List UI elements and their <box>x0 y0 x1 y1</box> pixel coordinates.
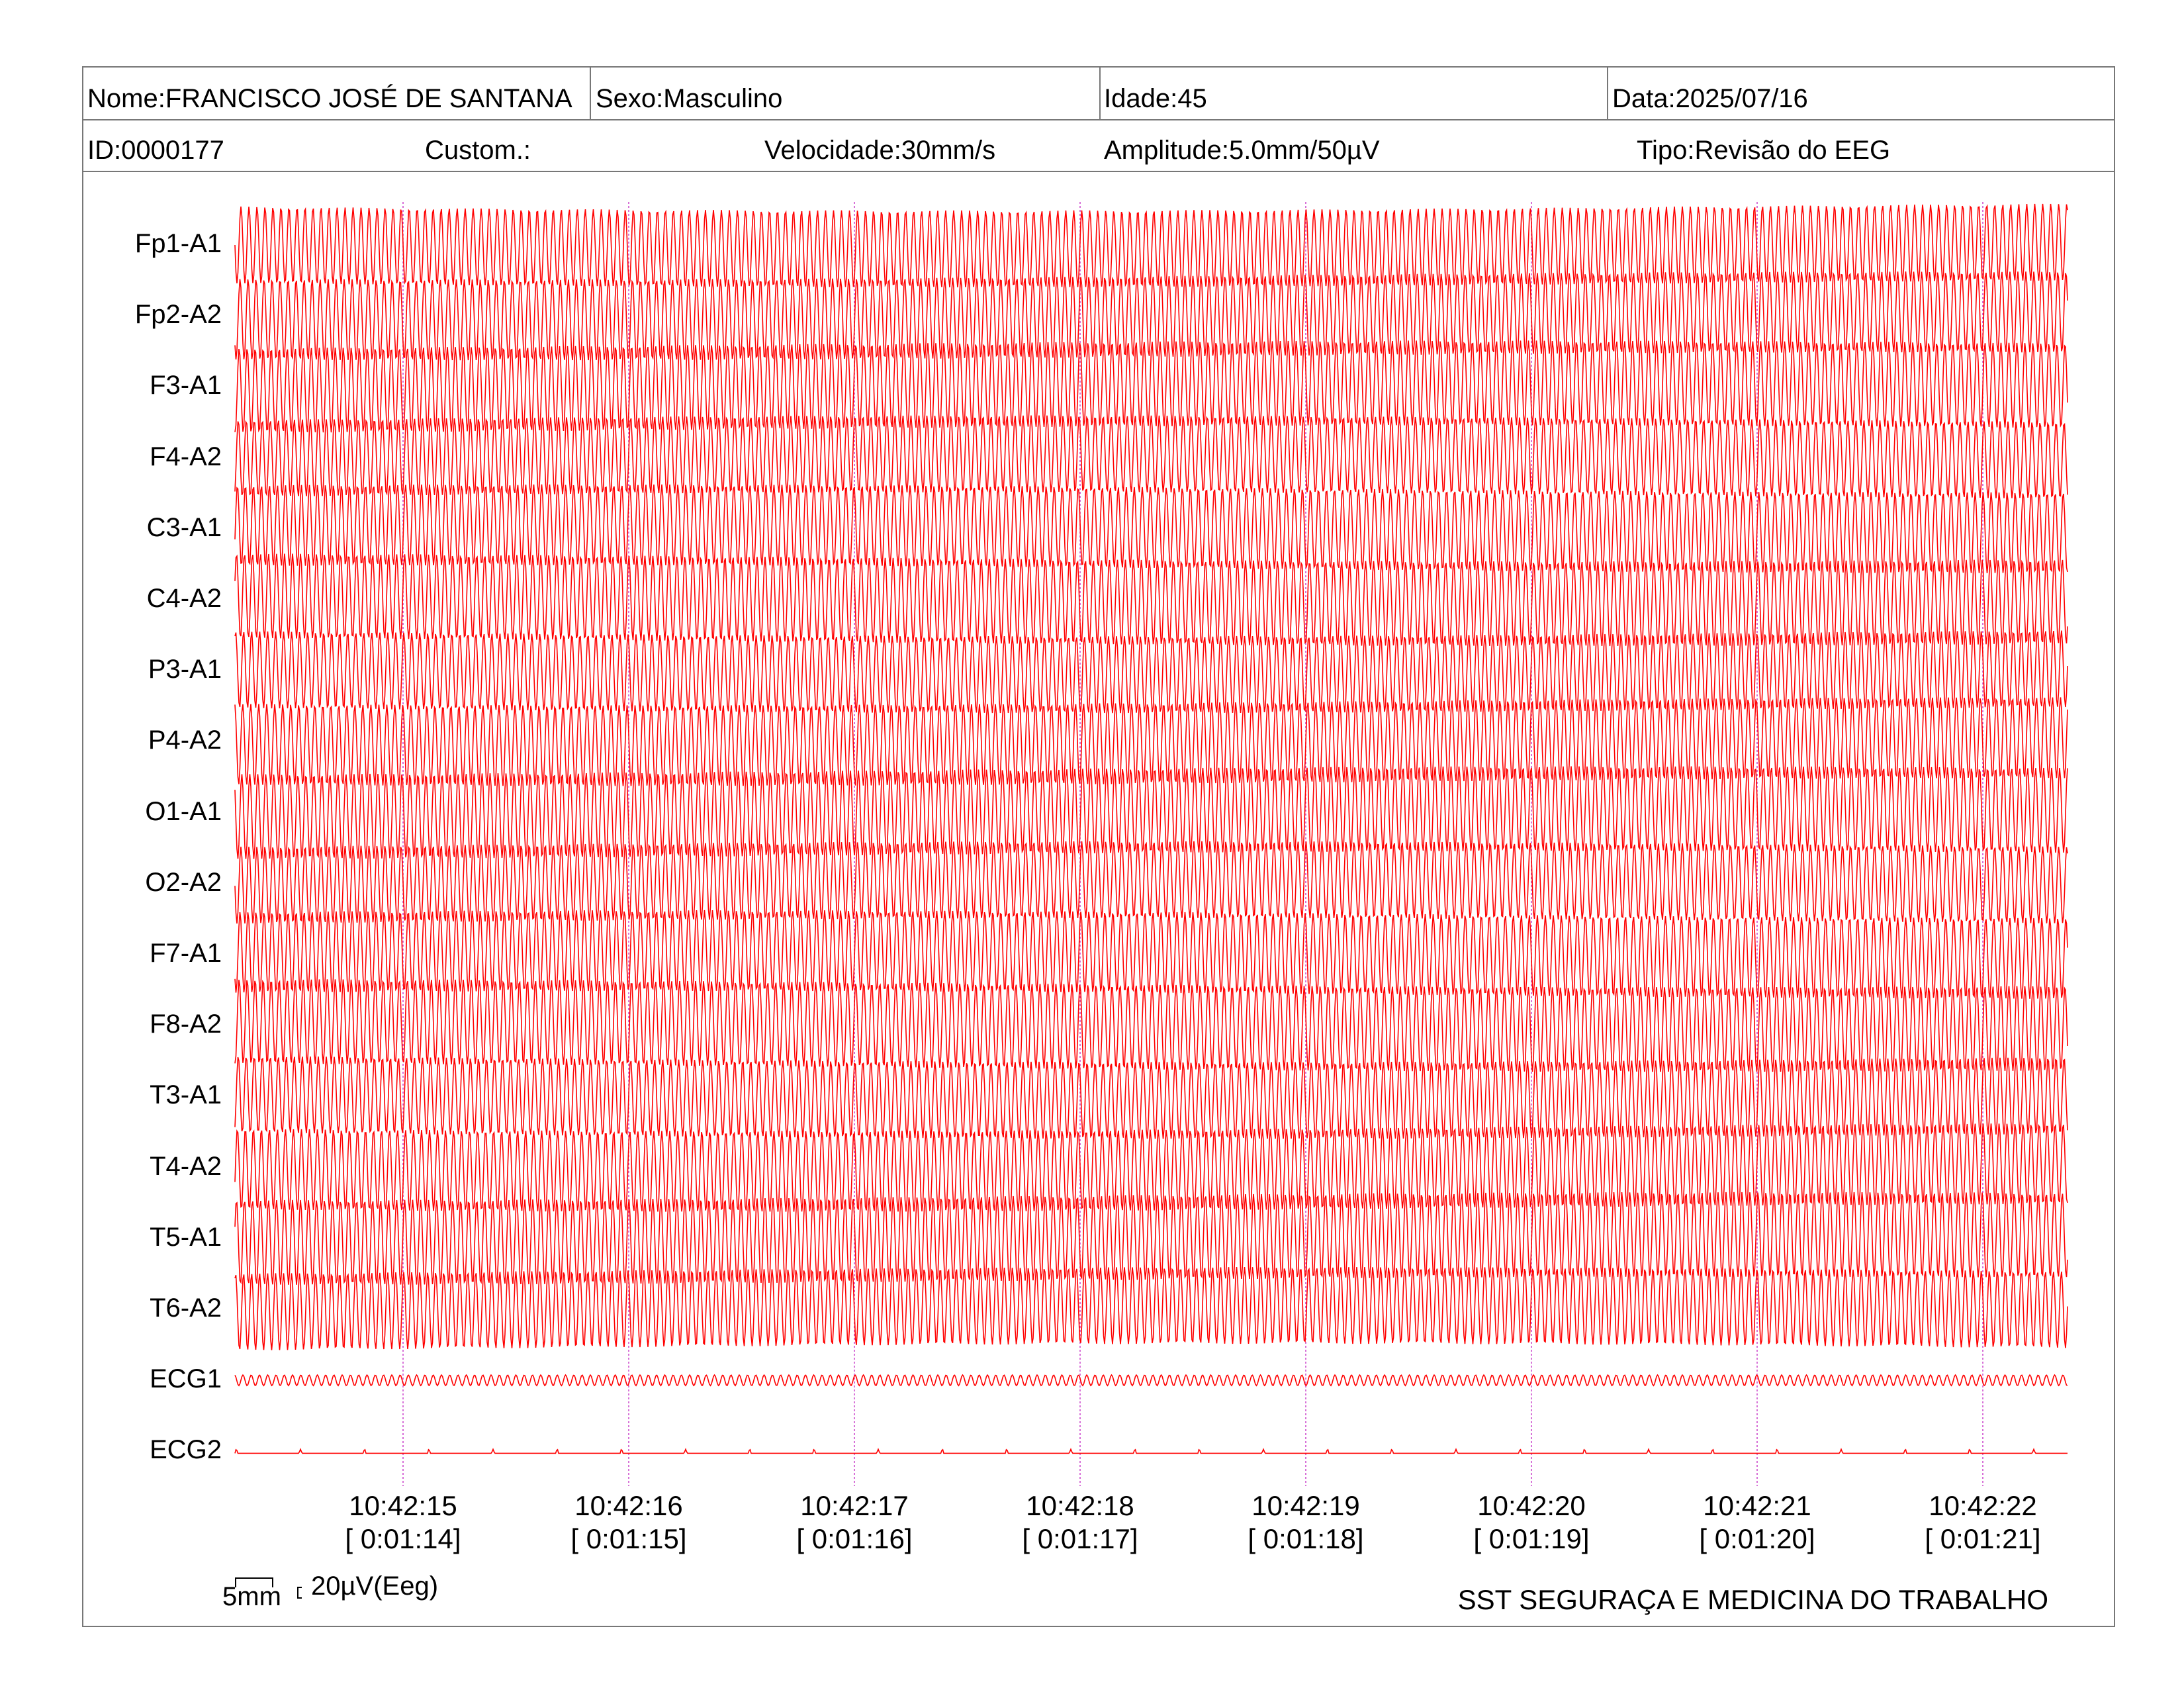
header-divider <box>82 171 2115 172</box>
channel-label: C4-A2 <box>146 584 222 613</box>
trace-ecg2 <box>234 1448 2068 1454</box>
channel-label: F7-A1 <box>150 939 222 968</box>
channel-label: ECG1 <box>150 1364 222 1394</box>
trace-o1-a1 <box>234 766 2068 859</box>
channel-label: Fp1-A1 <box>134 229 222 258</box>
trace-p3-a1 <box>234 630 2068 714</box>
speed-setting: Velocidade:30mm/s <box>764 136 996 165</box>
header-cell-divider <box>590 66 591 119</box>
elapsed-tick-label: [ 0:01:17] <box>1022 1523 1138 1554</box>
channel-label: C3-A1 <box>146 512 222 542</box>
elapsed-tick-label: [ 0:01:15] <box>570 1523 687 1554</box>
amplitude-setting: Amplitude:5.0mm/50µV <box>1104 136 1380 165</box>
patient-sex: Sexo:Masculino <box>596 84 783 113</box>
channel-label: O1-A1 <box>145 796 222 826</box>
trace-t3-a1 <box>234 1056 2068 1139</box>
channel-label: ECG2 <box>150 1435 222 1465</box>
time-tick: 10:42:15[ 0:01:14] <box>317 1489 489 1556</box>
channel-label: T4-A2 <box>150 1151 222 1181</box>
footer-company: SST SEGURAÇA E MEDICINA DO TRABALHO <box>1457 1584 2048 1615</box>
time-tick: 10:42:16[ 0:01:15] <box>543 1489 715 1556</box>
time-tick: 10:42:22[ 0:01:21] <box>1897 1489 2069 1556</box>
custom-field: Custom.: <box>425 136 531 165</box>
trace-f3-a1 <box>234 340 2068 433</box>
time-tick-label: 10:42:17 <box>800 1490 909 1521</box>
trace-c4-a2 <box>234 553 2068 647</box>
report-frame <box>82 66 2115 1627</box>
scale-time: 5mm <box>222 1582 281 1611</box>
patient-id: ID:0000177 <box>87 136 224 165</box>
trace-f7-a1 <box>234 910 2068 999</box>
channel-label: O2-A2 <box>145 867 222 897</box>
record-date: Data:2025/07/16 <box>1612 84 1808 113</box>
channel-label: P4-A2 <box>148 726 222 755</box>
channel-label: P3-A1 <box>148 655 222 684</box>
time-tick-label: 10:42:15 <box>349 1490 457 1521</box>
trace-t5-a1 <box>234 1192 2068 1285</box>
time-tick: 10:42:19[ 0:01:18] <box>1220 1489 1392 1556</box>
trace-f8-a2 <box>234 979 2068 1072</box>
elapsed-tick-label: [ 0:01:21] <box>1925 1523 2041 1554</box>
header-cell-divider <box>1099 66 1101 119</box>
time-tick: 10:42:20[ 0:01:19] <box>1445 1489 1617 1556</box>
channel-label: T6-A2 <box>150 1293 222 1323</box>
time-tick-label: 10:42:16 <box>574 1490 683 1521</box>
channel-label: T3-A1 <box>150 1080 222 1110</box>
channel-label: F8-A2 <box>150 1009 222 1039</box>
scale-bracket-icon <box>235 1577 302 1599</box>
trace-fp2-a2 <box>234 271 2068 361</box>
elapsed-tick-label: [ 0:01:19] <box>1473 1523 1590 1554</box>
elapsed-tick-label: [ 0:01:16] <box>796 1523 913 1554</box>
trace-c3-a1 <box>234 484 2068 573</box>
channel-label: F3-A1 <box>150 371 222 400</box>
time-tick-label: 10:42:21 <box>1703 1490 1811 1521</box>
trace-t6-a2 <box>234 1267 2068 1350</box>
header-divider <box>82 119 2115 120</box>
scale-amplitude: 20µV(Eeg) <box>311 1571 439 1601</box>
trace-ecg1 <box>234 1374 2068 1387</box>
record-type: Tipo:Revisão do EEG <box>1637 136 1891 165</box>
elapsed-tick-label: [ 0:01:14] <box>345 1523 461 1554</box>
time-tick-label: 10:42:18 <box>1026 1490 1134 1521</box>
time-tick-label: 10:42:20 <box>1477 1490 1586 1521</box>
time-tick: 10:42:17[ 0:01:16] <box>768 1489 940 1556</box>
time-tick: 10:42:21[ 0:01:20] <box>1671 1489 1843 1556</box>
elapsed-tick-label: [ 0:01:20] <box>1699 1523 1815 1554</box>
time-tick: 10:42:18[ 0:01:17] <box>994 1489 1166 1556</box>
elapsed-tick-label: [ 0:01:18] <box>1248 1523 1364 1554</box>
channel-label: T5-A1 <box>150 1222 222 1252</box>
time-tick-label: 10:42:22 <box>1929 1490 2037 1521</box>
trace-p4-a2 <box>234 697 2068 786</box>
header-cell-divider <box>1607 66 1608 119</box>
trace-fp1-a1 <box>234 203 2068 288</box>
channel-label: Fp2-A2 <box>134 300 222 330</box>
patient-age: Idade:45 <box>1104 84 1207 113</box>
trace-t4-a2 <box>234 1123 2068 1212</box>
trace-f4-a2 <box>234 415 2068 498</box>
time-tick-label: 10:42:19 <box>1251 1490 1360 1521</box>
channel-label: F4-A2 <box>150 442 222 471</box>
patient-name: Nome:FRANCISCO JOSÉ DE SANTANA <box>87 84 572 113</box>
trace-o2-a2 <box>234 841 2068 924</box>
